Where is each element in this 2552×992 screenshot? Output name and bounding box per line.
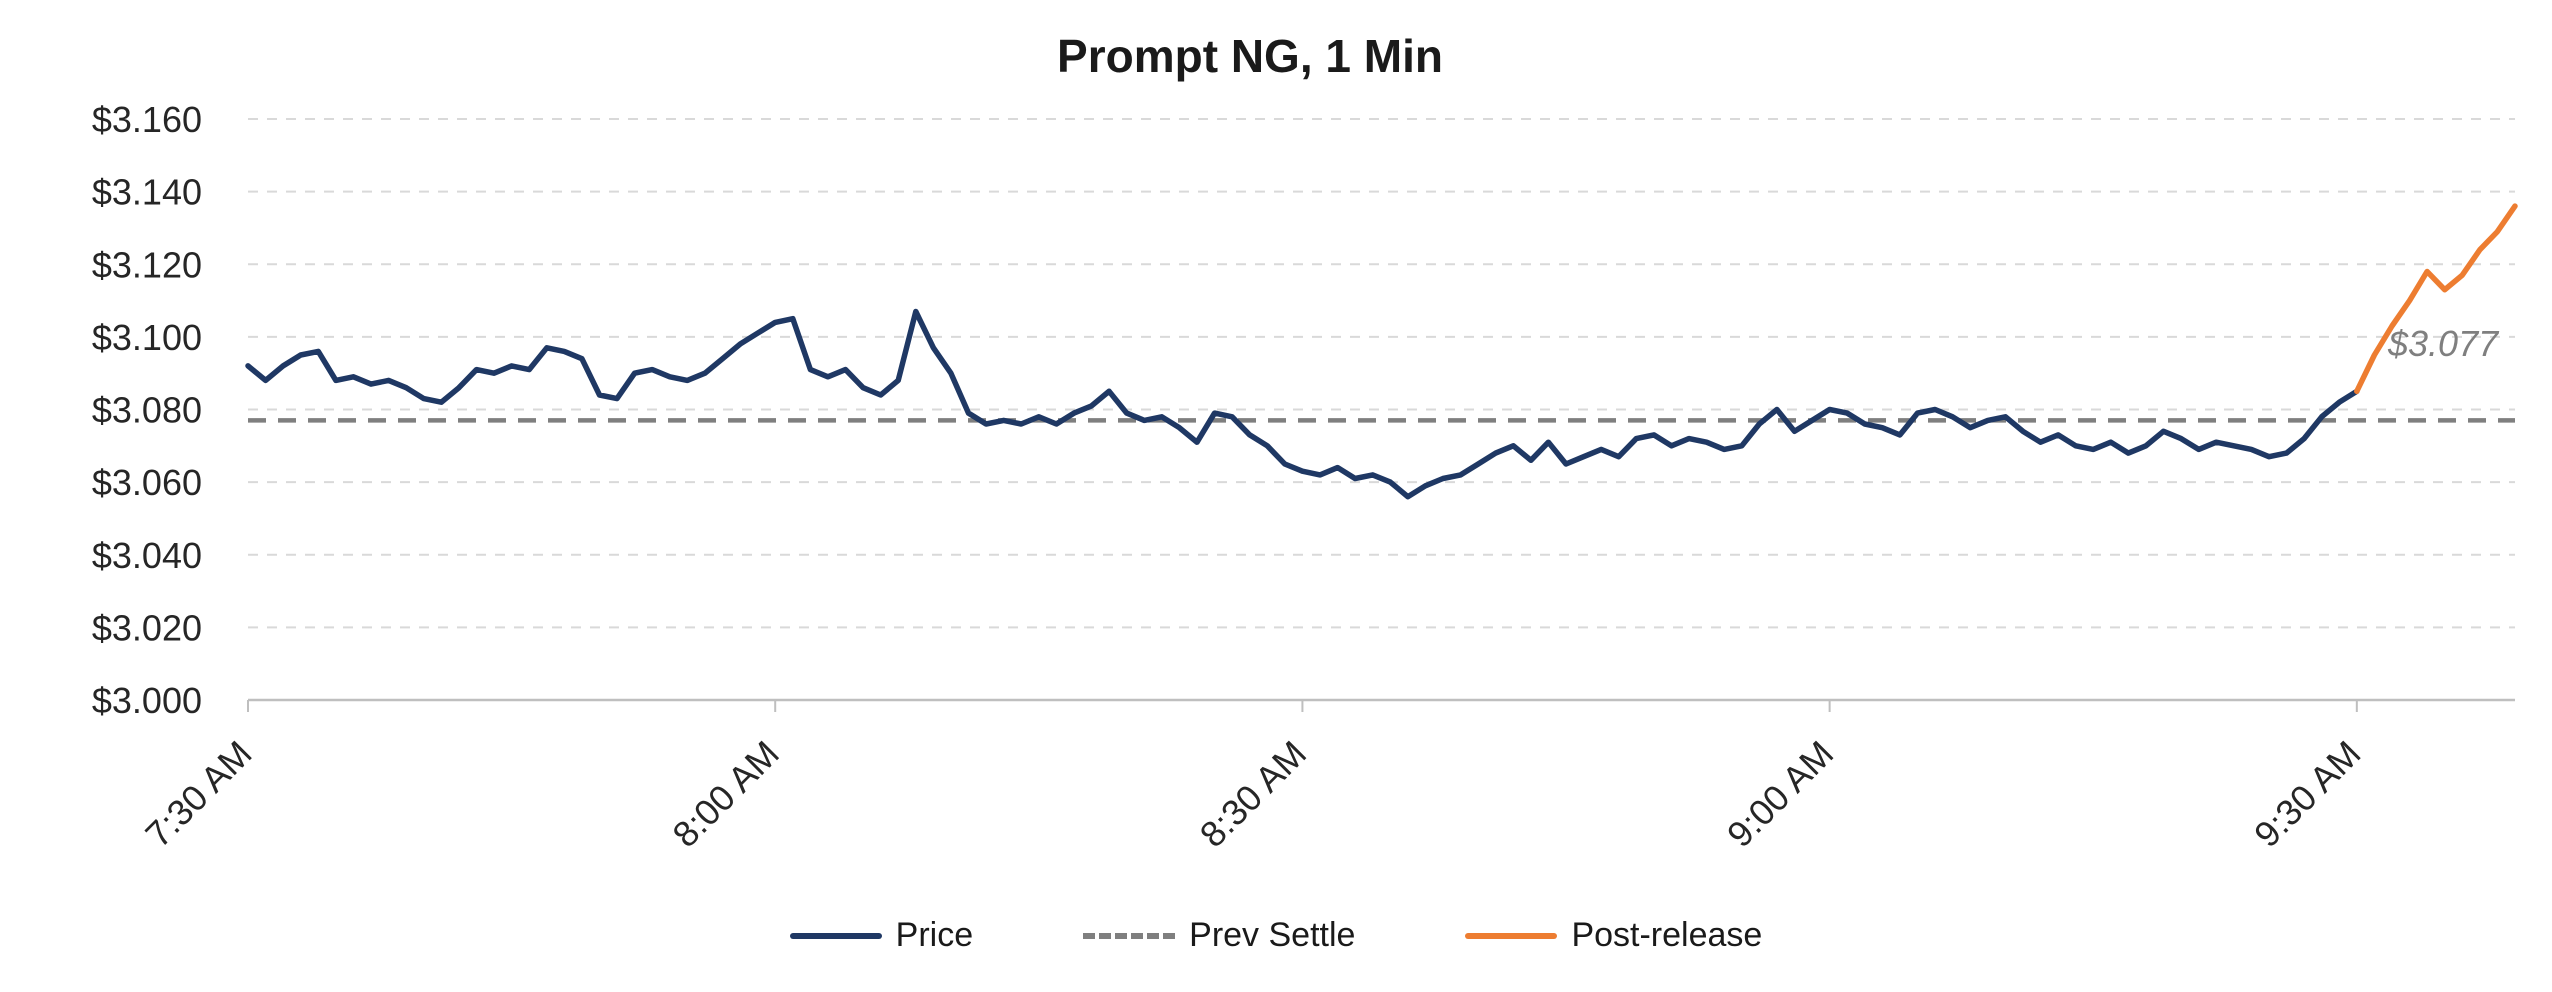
series	[245, 203, 2518, 500]
x-tick-label: 9:00 AM	[1719, 733, 1841, 855]
legend-label-post-release: Post-release	[1571, 916, 1763, 954]
y-tick-label: $3.000	[92, 680, 202, 721]
x-tick-label: 9:30 AM	[2246, 733, 2368, 855]
legend-label-price: Price	[895, 916, 974, 954]
y-tick-label: $3.100	[92, 317, 202, 358]
x-tick-label: 8:00 AM	[664, 733, 786, 855]
prev-settle-line-swatch	[1083, 932, 1176, 939]
price-line-swatch	[789, 932, 882, 939]
x-tick-label: 7:30 AM	[137, 733, 259, 855]
legend: Price Prev Settle Post-release	[0, 916, 2552, 955]
gridlines	[248, 118, 2515, 629]
y-tick-label: $3.020	[92, 607, 202, 648]
y-tick-label: $3.120	[92, 244, 202, 285]
axis-labels: $3.000 $3.020 $3.040 $3.060 $3.080 $3.100 $3.1…	[92, 99, 2369, 855]
prev-settle-value-label: $3.077	[2387, 323, 2500, 364]
price-line	[245, 308, 2360, 500]
y-tick-label: $3.040	[92, 535, 202, 576]
legend-item-prev-settle: Prev Settle	[1083, 916, 1355, 955]
post-release-line-swatch	[1465, 932, 1558, 939]
y-tick-label: $3.060	[92, 462, 202, 503]
x-tick-label: 8:30 AM	[1192, 733, 1314, 855]
y-tick-label: $3.080	[92, 390, 202, 431]
axes	[247, 698, 2515, 712]
post-release-line	[2354, 203, 2518, 395]
y-tick-label: $3.140	[92, 172, 202, 213]
legend-item-price: Price	[789, 916, 974, 955]
chart-title: Prompt NG, 1 Min	[1057, 30, 1443, 82]
legend-label-prev-settle: Prev Settle	[1189, 916, 1356, 954]
y-tick-label: $3.160	[92, 99, 202, 140]
legend-item-post-release: Post-release	[1465, 916, 1762, 955]
